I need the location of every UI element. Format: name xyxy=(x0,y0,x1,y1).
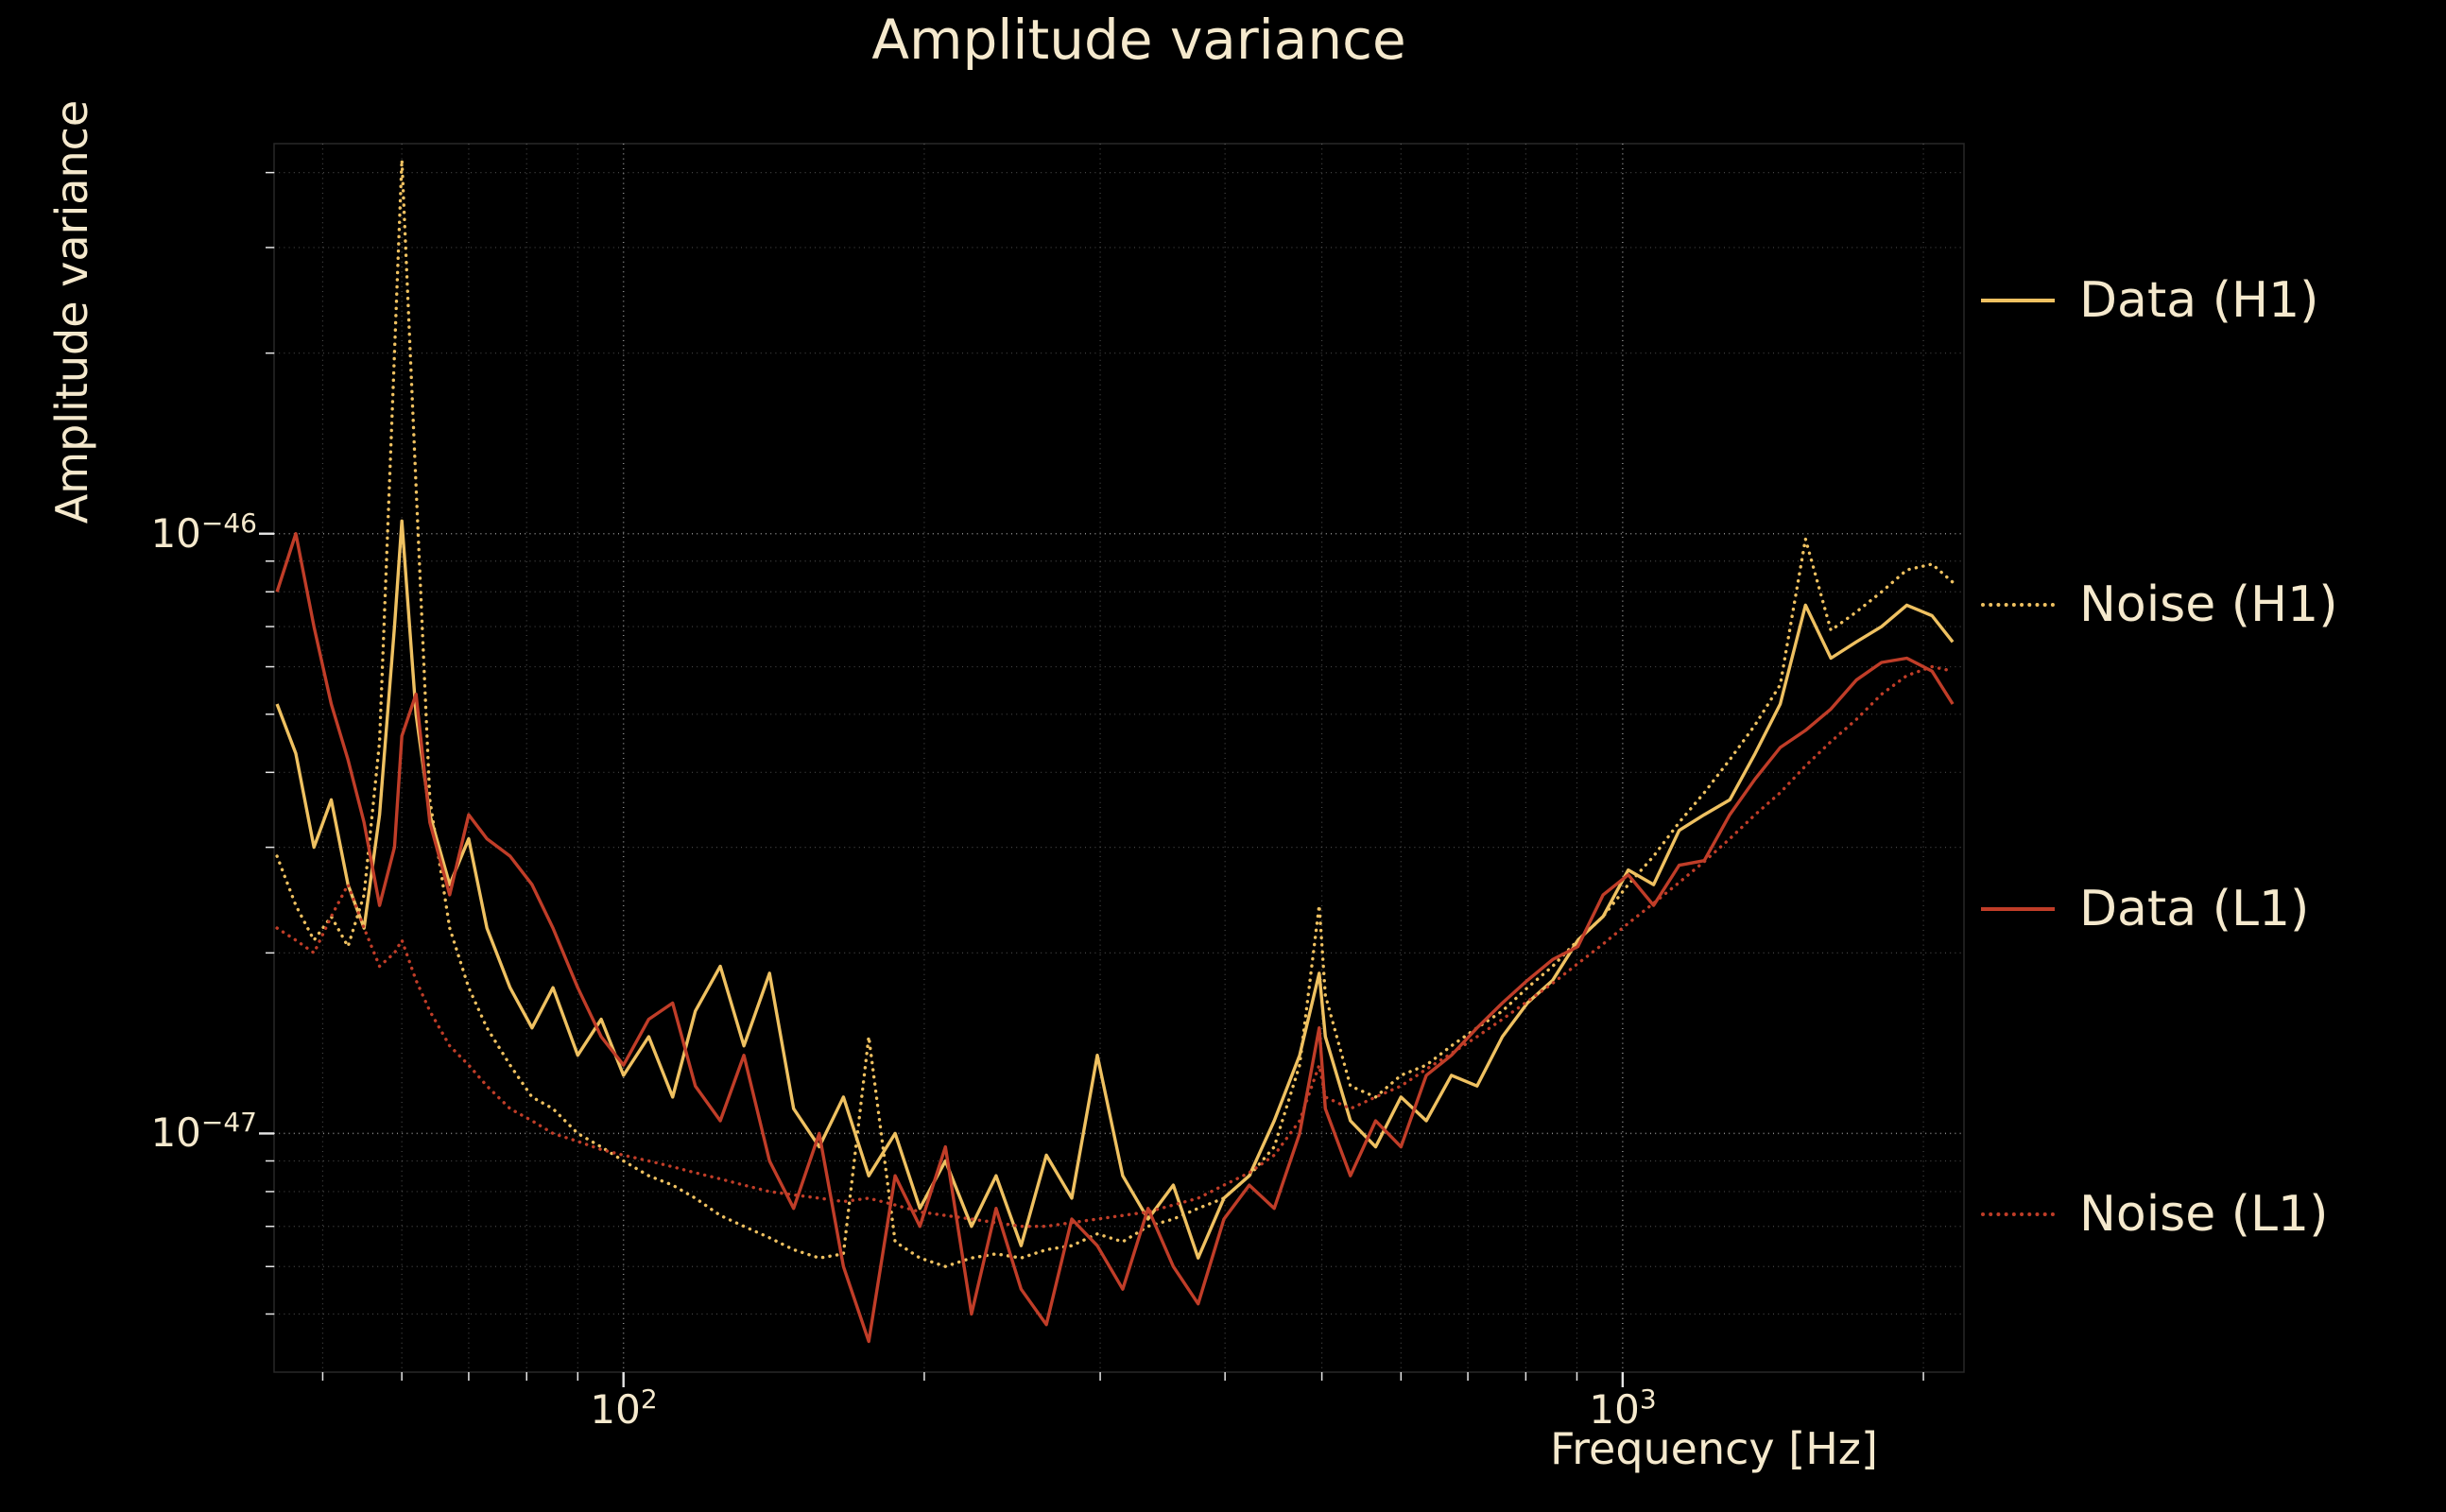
legend-line-sample-solid-red xyxy=(1981,907,2055,911)
axes-frame xyxy=(273,143,1965,1373)
series-line-noise-h1 xyxy=(275,158,1955,1268)
y-tick-label-1e-46: 10−46 xyxy=(104,507,257,561)
x-tick-label-100: 102 xyxy=(558,1383,690,1437)
tick-exponent: −47 xyxy=(200,1107,257,1138)
series-line-noise-l1 xyxy=(275,664,1955,1228)
series-line-data-l1 xyxy=(275,532,1955,1344)
x-tick-label-1000: 103 xyxy=(1557,1383,1689,1437)
legend-line-sample-dotted-red xyxy=(1981,1212,2055,1216)
y-tick-label-1e-47: 10−47 xyxy=(104,1107,257,1160)
chart-title: Amplitude variance xyxy=(871,8,1406,72)
x-axis-label: Frequency [Hz] xyxy=(1550,1423,1878,1474)
legend-label: Noise (L1) xyxy=(2079,1186,2329,1243)
tick-base: 10 xyxy=(1589,1386,1640,1433)
legend-entry-data-h1: Data (H1) xyxy=(1981,270,2318,331)
legend-entry-noise-h1: Noise (H1) xyxy=(1981,575,2338,635)
y-axis-label: Amplitude variance xyxy=(46,99,97,524)
tick-base: 10 xyxy=(150,1109,201,1156)
tick-exponent: 2 xyxy=(640,1383,658,1415)
tick-exponent: 3 xyxy=(1639,1383,1657,1415)
tick-exponent: −46 xyxy=(200,507,257,539)
legend-line-sample-dotted-gold xyxy=(1981,603,2055,607)
series-line-data-h1 xyxy=(275,519,1955,1260)
legend-label: Noise (H1) xyxy=(2079,576,2338,633)
legend-entry-data-l1: Data (L1) xyxy=(1981,879,2309,939)
legend-line-sample-solid-gold xyxy=(1981,299,2055,302)
legend-label: Data (L1) xyxy=(2079,881,2310,937)
legend-label: Data (H1) xyxy=(2079,272,2319,329)
tick-base: 10 xyxy=(590,1386,641,1433)
tick-base: 10 xyxy=(150,510,201,557)
legend-entry-noise-l1: Noise (L1) xyxy=(1981,1184,2328,1245)
